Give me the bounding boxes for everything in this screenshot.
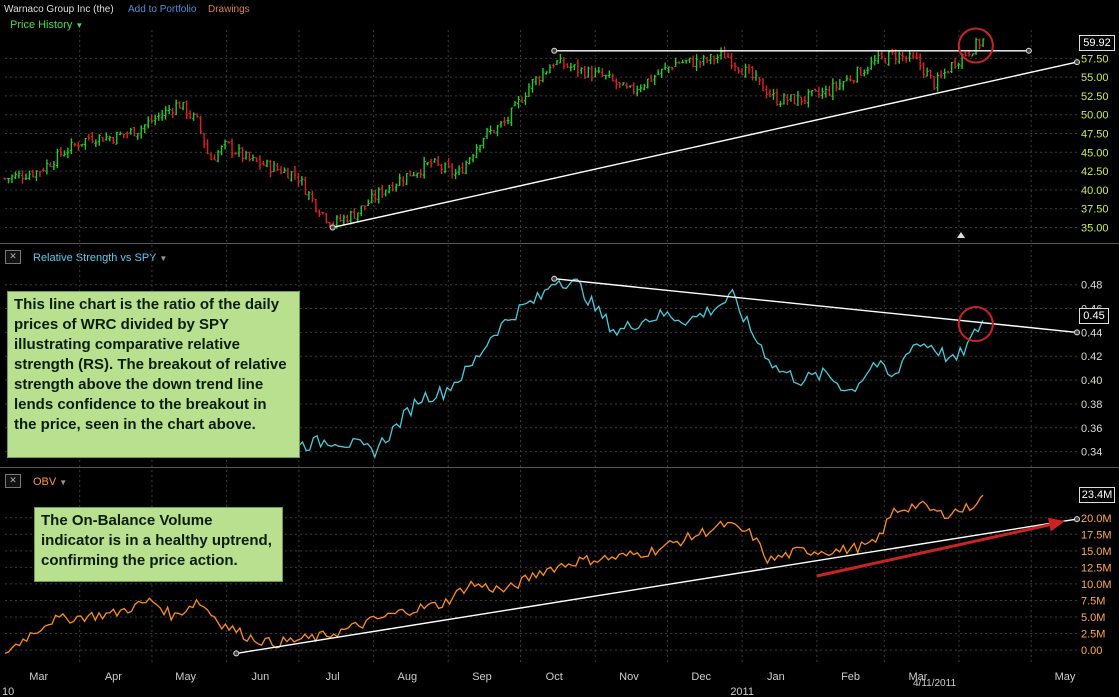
obv-y-tick-label: 2.5M bbox=[1081, 629, 1105, 641]
obv-y-tick-label: 15.0M bbox=[1081, 546, 1112, 558]
close-obv-panel-button[interactable]: ✕ bbox=[5, 474, 21, 488]
price-y-tick-label: 57.50 bbox=[1081, 53, 1109, 65]
x-month-label: Oct bbox=[546, 671, 563, 683]
trendline-handle bbox=[329, 224, 336, 231]
rs-y-tick-label: 0.40 bbox=[1081, 375, 1102, 387]
trendline-handle bbox=[1074, 329, 1080, 336]
obv-trend-arrow bbox=[816, 522, 1054, 578]
rs-last-value-box: 0.45 bbox=[1079, 308, 1109, 324]
add-to-portfolio-link[interactable]: Add to Portfolio bbox=[128, 4, 197, 15]
price-y-tick-label: 42.50 bbox=[1081, 166, 1109, 178]
rs-y-tick-label: 0.42 bbox=[1081, 351, 1102, 363]
panel-separator bbox=[0, 467, 1119, 468]
rs-series-line bbox=[298, 278, 984, 459]
obv-annotation-note: The On-Balance Volume indicator is in a … bbox=[34, 507, 283, 582]
x-month-label: Sep bbox=[472, 671, 492, 683]
x-month-label: May bbox=[175, 671, 196, 683]
chevron-down-icon: ▼ bbox=[75, 21, 84, 30]
x-month-label: Jul bbox=[326, 671, 340, 683]
price-history-menu[interactable]: Price History ▼ bbox=[10, 19, 83, 31]
trendline-handle bbox=[1074, 59, 1080, 66]
close-rs-panel-button[interactable]: ✕ bbox=[5, 250, 21, 264]
price-y-tick-label: 55.00 bbox=[1081, 72, 1109, 84]
x-month-label: May bbox=[1055, 671, 1076, 683]
trendline-handle bbox=[551, 47, 558, 54]
obv-menu[interactable]: OBV ▼ bbox=[33, 476, 67, 488]
rs-y-tick-label: 0.36 bbox=[1081, 423, 1102, 435]
x-month-label: Aug bbox=[398, 671, 418, 683]
obv-y-tick-label: 0.00 bbox=[1081, 645, 1102, 657]
trendline-handle bbox=[1074, 516, 1080, 523]
chevron-down-icon: ▼ bbox=[59, 478, 68, 487]
price-y-tick-label: 52.50 bbox=[1081, 91, 1109, 103]
rs-y-tick-label: 0.44 bbox=[1081, 327, 1102, 339]
x-month-label: Nov bbox=[619, 671, 639, 683]
x-month-label: Dec bbox=[691, 671, 711, 683]
x-month-label: Jan bbox=[767, 671, 785, 683]
price-y-tick-label: 50.00 bbox=[1081, 110, 1109, 122]
trendline-handle bbox=[1025, 47, 1032, 54]
obv-y-tick-label: 10.0M bbox=[1081, 579, 1112, 591]
obv-series-line bbox=[4, 494, 984, 655]
obv-trendline bbox=[236, 518, 1078, 655]
x-month-label: Feb bbox=[841, 671, 860, 683]
trendline-handle bbox=[551, 275, 558, 282]
obv-y-tick-label: 5.0M bbox=[1081, 612, 1105, 624]
rs-panel-title: Relative Strength vs SPY bbox=[33, 252, 157, 264]
obv-y-tick-label: 7.5M bbox=[1081, 595, 1105, 607]
panel-separator bbox=[0, 243, 1119, 244]
obv-y-tick-label: 12.5M bbox=[1081, 562, 1112, 574]
x-month-label: Jun bbox=[251, 671, 269, 683]
rs-breakout-circle bbox=[957, 306, 994, 343]
rs-y-tick-label: 0.48 bbox=[1081, 280, 1102, 292]
obv-last-value-box: 23.4M bbox=[1079, 487, 1115, 503]
obv-arrow-head bbox=[1047, 517, 1065, 532]
price-y-tick-label: 37.50 bbox=[1081, 204, 1109, 216]
obv-y-tick-label: 20.0M bbox=[1081, 513, 1112, 525]
obv-panel-title: OBV bbox=[33, 476, 57, 488]
drawings-link[interactable]: Drawings bbox=[208, 4, 250, 15]
price-last-value-box: 59.92 bbox=[1079, 35, 1115, 51]
x-year-label: 10 bbox=[2, 686, 14, 697]
price-breakout-circle bbox=[957, 27, 994, 64]
obv-y-tick-label: 17.5M bbox=[1081, 529, 1112, 541]
trendline-handle bbox=[233, 650, 240, 657]
rs-y-tick-label: 0.34 bbox=[1081, 447, 1102, 459]
rs-menu[interactable]: Relative Strength vs SPY ▼ bbox=[33, 252, 167, 264]
price-y-tick-label: 40.00 bbox=[1081, 185, 1109, 197]
price-y-tick-label: 47.50 bbox=[1081, 129, 1109, 141]
chevron-down-icon: ▼ bbox=[159, 254, 168, 263]
rs-trendline bbox=[554, 278, 1078, 334]
price-y-tick-label: 35.00 bbox=[1081, 222, 1109, 234]
price-trendline bbox=[332, 61, 1078, 229]
x-month-label: Apr bbox=[105, 671, 122, 683]
current-date-label: 4/11/2011 bbox=[913, 678, 957, 689]
price-y-tick-label: 45.00 bbox=[1081, 147, 1109, 159]
x-month-label: Mar bbox=[909, 671, 928, 683]
header-bar: Warnaco Group Inc (the) Add to Portfolio… bbox=[0, 0, 1119, 18]
company-name: Warnaco Group Inc (the) bbox=[4, 4, 114, 15]
x-month-label: Mar bbox=[29, 671, 48, 683]
rs-y-tick-label: 0.38 bbox=[1081, 399, 1102, 411]
rs-annotation-note: This line chart is the ratio of the dail… bbox=[7, 291, 300, 458]
price-panel-title: Price History bbox=[10, 19, 73, 31]
scroll-marker-icon bbox=[957, 232, 965, 238]
x-year-label: 2011 bbox=[730, 686, 754, 697]
